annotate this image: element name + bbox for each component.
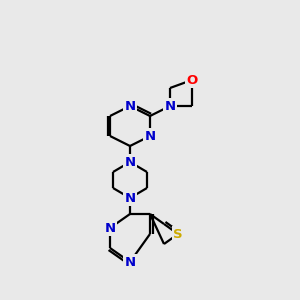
Text: N: N xyxy=(164,100,175,112)
Text: O: O xyxy=(186,74,198,86)
Text: N: N xyxy=(124,100,136,112)
Text: N: N xyxy=(124,191,136,205)
Text: S: S xyxy=(173,227,183,241)
Text: N: N xyxy=(104,221,116,235)
Text: N: N xyxy=(124,155,136,169)
Text: N: N xyxy=(144,130,156,142)
Text: N: N xyxy=(124,256,136,268)
